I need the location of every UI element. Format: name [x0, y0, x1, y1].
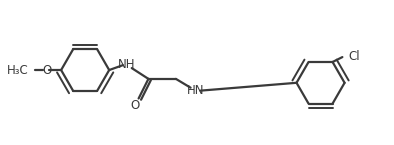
Text: H₃C: H₃C — [7, 64, 29, 77]
Text: HN: HN — [187, 84, 204, 97]
Text: O: O — [130, 99, 139, 112]
Text: Cl: Cl — [348, 50, 360, 63]
Text: O: O — [43, 64, 52, 77]
Text: NH: NH — [118, 58, 136, 71]
